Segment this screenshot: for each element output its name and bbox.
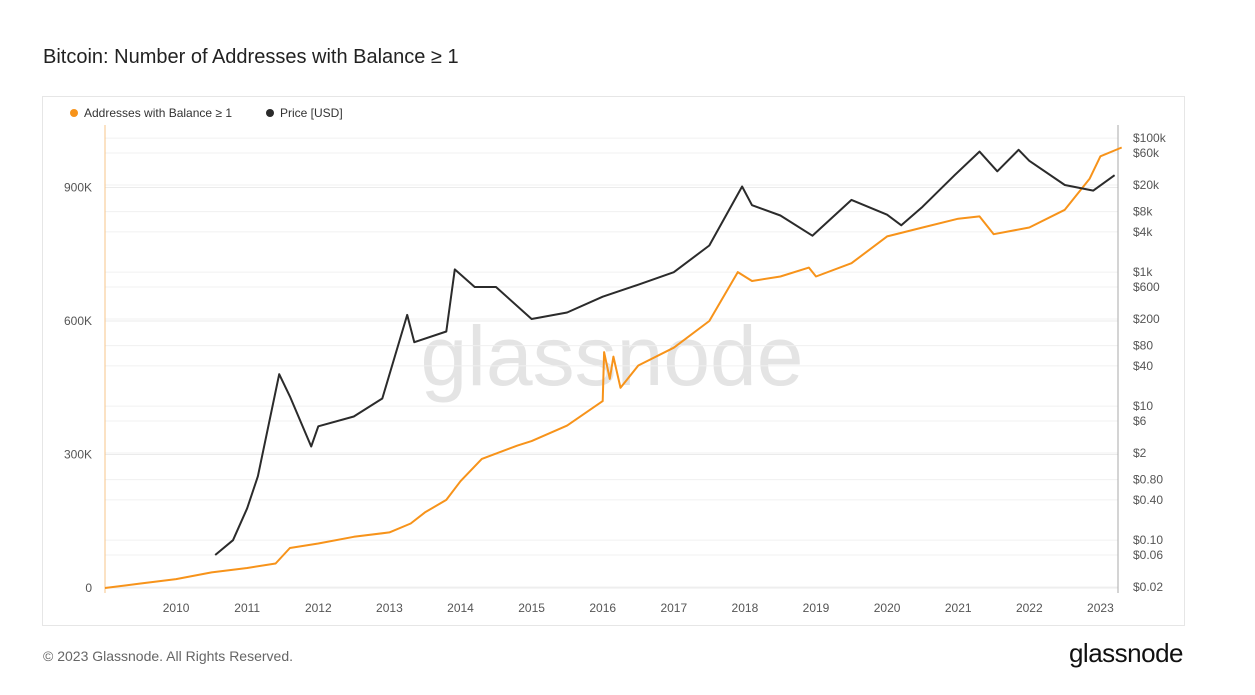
- y-right-tick-label: $100k: [1133, 131, 1167, 145]
- y-right-tick-label: $1k: [1133, 265, 1153, 279]
- y-right-tick-label: $0.10: [1133, 533, 1163, 547]
- chart-frame: [42, 96, 1185, 626]
- y-right-tick-label: $200: [1133, 312, 1160, 326]
- y-right-tick-label: $8k: [1133, 205, 1153, 219]
- glassnode-logo: glassnode: [1068, 638, 1184, 668]
- x-tick-label: 2022: [1016, 601, 1043, 615]
- x-tick-label: 2023: [1087, 601, 1114, 615]
- legend-label: Addresses with Balance ≥ 1: [84, 106, 232, 120]
- x-tick-label: 2021: [945, 601, 972, 615]
- x-tick-label: 2019: [803, 601, 830, 615]
- y-right-tick-label: $0.40: [1133, 493, 1163, 507]
- y-left-tick-label: 300K: [64, 448, 92, 462]
- y-right-tick-label: $40: [1133, 359, 1153, 373]
- x-tick-label: 2018: [732, 601, 759, 615]
- addresses-line: [104, 146, 1123, 589]
- legend-label: Price [USD]: [280, 106, 343, 120]
- watermark: glassnode: [421, 309, 804, 403]
- legend-item-addresses[interactable]: Addresses with Balance ≥ 1: [70, 106, 232, 120]
- y-right-tick-label: $80: [1133, 339, 1153, 353]
- y-right-tick-label: $4k: [1133, 225, 1153, 239]
- y-right-tick-label: $0.02: [1133, 580, 1163, 594]
- x-tick-label: 2015: [518, 601, 545, 615]
- y-right-tick-label: $60k: [1133, 146, 1160, 160]
- y-right-tick-label: $2: [1133, 446, 1147, 460]
- y-right-tick-label: $600: [1133, 280, 1160, 294]
- x-tick-label: 2017: [660, 601, 687, 615]
- x-tick-label: 2011: [234, 601, 260, 615]
- legend-item-price[interactable]: Price [USD]: [266, 106, 343, 120]
- x-tick-label: 2016: [589, 601, 616, 615]
- y-left-tick-label: 0: [85, 581, 92, 595]
- x-tick-label: 2012: [305, 601, 332, 615]
- chart-title: Bitcoin: Number of Addresses with Balanc…: [43, 46, 459, 68]
- y-left-tick-label: 900K: [64, 181, 92, 195]
- x-tick-label: 2013: [376, 601, 403, 615]
- legend: Addresses with Balance ≥ 1 Price [USD]: [70, 106, 343, 120]
- price-line: [214, 148, 1116, 556]
- orange-dot-icon: [70, 109, 78, 117]
- y-right-tick-label: $0.80: [1133, 473, 1163, 487]
- y-right-tick-label: $0.06: [1133, 548, 1163, 562]
- y-left-tick-label: 600K: [64, 314, 92, 328]
- x-tick-label: 2010: [163, 601, 190, 615]
- black-dot-icon: [266, 109, 274, 117]
- y-right-tick-label: $6: [1133, 414, 1147, 428]
- y-right-tick-label: $20k: [1133, 178, 1160, 192]
- copyright: © 2023 Glassnode. All Rights Reserved.: [43, 648, 294, 664]
- x-tick-label: 2020: [874, 601, 901, 615]
- x-tick-label: 2014: [447, 601, 474, 615]
- y-right-tick-label: $10: [1133, 399, 1153, 413]
